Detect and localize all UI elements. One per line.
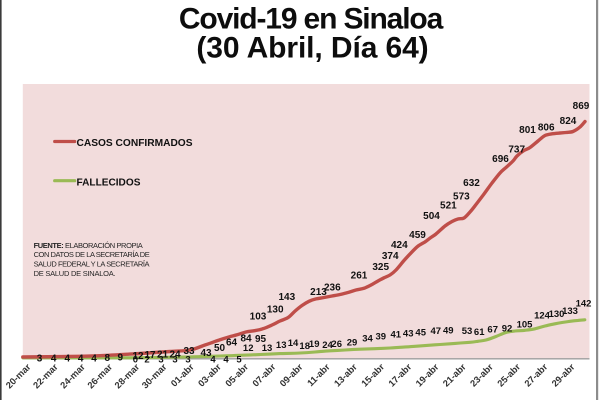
svg-text:84: 84 bbox=[240, 333, 252, 344]
svg-text:24: 24 bbox=[169, 349, 181, 360]
svg-text:3: 3 bbox=[37, 354, 43, 365]
svg-text:(30 Abril, Día 64): (30 Abril, Día 64) bbox=[196, 32, 428, 65]
svg-text:3: 3 bbox=[172, 355, 177, 366]
svg-text:4: 4 bbox=[78, 354, 84, 365]
svg-text:5: 5 bbox=[236, 355, 242, 366]
svg-text:17: 17 bbox=[144, 350, 156, 361]
svg-text:374: 374 bbox=[382, 251, 399, 262]
svg-text:869: 869 bbox=[573, 101, 590, 112]
svg-text:50: 50 bbox=[214, 343, 226, 354]
svg-text:14: 14 bbox=[288, 338, 299, 349]
svg-text:SALUD FEDERAL Y LA SECRETARÍA: SALUD FEDERAL Y LA SECRETARÍA bbox=[34, 260, 150, 269]
svg-text:124: 124 bbox=[534, 311, 551, 322]
svg-text:737: 737 bbox=[508, 145, 525, 156]
svg-text:824: 824 bbox=[560, 116, 577, 127]
svg-text:4: 4 bbox=[210, 355, 216, 366]
svg-text:143: 143 bbox=[278, 292, 295, 303]
svg-text:24: 24 bbox=[322, 340, 333, 351]
svg-text:45: 45 bbox=[415, 327, 426, 338]
svg-text:FUENTE: ELABORACIÓN PROPIA: FUENTE: ELABORACIÓN PROPIA bbox=[34, 241, 143, 250]
svg-text:806: 806 bbox=[538, 123, 555, 134]
svg-text:4: 4 bbox=[51, 354, 57, 365]
svg-text:325: 325 bbox=[372, 262, 389, 273]
svg-text:133: 133 bbox=[562, 306, 578, 317]
svg-text:0: 0 bbox=[133, 355, 138, 366]
svg-text:103: 103 bbox=[250, 312, 267, 323]
svg-text:CON DATOS DE LA SECRETARÍA DE: CON DATOS DE LA SECRETARÍA DE bbox=[34, 250, 150, 259]
svg-text:43: 43 bbox=[403, 328, 414, 339]
svg-text:142: 142 bbox=[576, 299, 592, 310]
svg-text:4: 4 bbox=[223, 355, 229, 366]
svg-text:CASOS CONFIRMADOS: CASOS CONFIRMADOS bbox=[77, 138, 193, 149]
svg-text:696: 696 bbox=[492, 154, 509, 165]
svg-text:105: 105 bbox=[517, 320, 534, 331]
svg-text:DE SALUD DE SINALOA.: DE SALUD DE SINALOA. bbox=[34, 269, 116, 278]
svg-text:573: 573 bbox=[453, 192, 470, 203]
svg-text:61: 61 bbox=[474, 327, 485, 338]
svg-text:53: 53 bbox=[462, 326, 473, 337]
svg-text:521: 521 bbox=[440, 201, 457, 212]
svg-text:33: 33 bbox=[183, 346, 195, 357]
svg-text:18: 18 bbox=[299, 341, 310, 352]
svg-text:4: 4 bbox=[65, 354, 71, 365]
svg-text:67: 67 bbox=[487, 324, 498, 335]
svg-text:41: 41 bbox=[391, 329, 402, 340]
svg-text:3: 3 bbox=[158, 355, 163, 366]
svg-text:9: 9 bbox=[118, 353, 124, 364]
svg-text:2: 2 bbox=[144, 355, 149, 366]
svg-text:43: 43 bbox=[200, 348, 212, 359]
svg-text:13: 13 bbox=[276, 340, 287, 351]
svg-text:19: 19 bbox=[309, 339, 320, 350]
svg-text:47: 47 bbox=[431, 326, 442, 337]
svg-text:261: 261 bbox=[351, 270, 368, 281]
svg-text:Covid-19 en Sinaloa: Covid-19 en Sinaloa bbox=[179, 3, 444, 36]
svg-text:236: 236 bbox=[324, 283, 341, 294]
svg-text:FALLECIDOS: FALLECIDOS bbox=[77, 178, 141, 189]
svg-text:3: 3 bbox=[185, 355, 190, 366]
svg-text:34: 34 bbox=[362, 334, 373, 345]
svg-text:39: 39 bbox=[376, 331, 387, 342]
svg-text:12: 12 bbox=[132, 351, 144, 362]
svg-text:130: 130 bbox=[549, 309, 565, 320]
svg-text:21: 21 bbox=[157, 350, 169, 361]
svg-text:504: 504 bbox=[423, 211, 440, 222]
svg-text:95: 95 bbox=[255, 334, 267, 345]
svg-text:801: 801 bbox=[519, 125, 536, 136]
svg-text:13: 13 bbox=[262, 343, 273, 354]
svg-text:64: 64 bbox=[226, 338, 238, 349]
svg-text:213: 213 bbox=[310, 287, 327, 298]
svg-text:8: 8 bbox=[105, 353, 111, 364]
svg-text:26: 26 bbox=[331, 339, 342, 350]
svg-text:424: 424 bbox=[391, 240, 408, 251]
svg-text:12: 12 bbox=[243, 343, 254, 354]
svg-text:4: 4 bbox=[91, 354, 97, 365]
svg-text:92: 92 bbox=[502, 323, 513, 334]
svg-text:632: 632 bbox=[463, 178, 480, 189]
svg-text:459: 459 bbox=[409, 230, 426, 241]
svg-text:130: 130 bbox=[267, 305, 284, 316]
svg-text:29: 29 bbox=[347, 337, 358, 348]
svg-text:49: 49 bbox=[443, 326, 454, 337]
